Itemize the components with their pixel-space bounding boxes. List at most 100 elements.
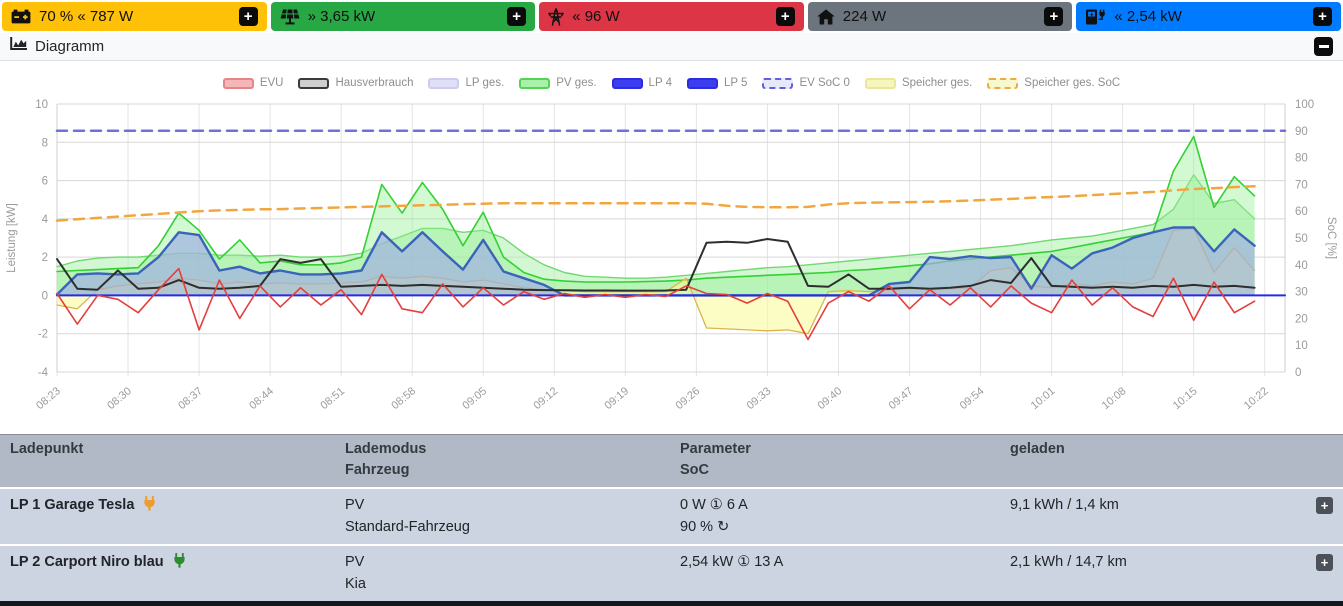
chargepoint-name-cell: LP 2 Carport Niro blau bbox=[0, 551, 335, 595]
chargepoint-table: Ladepunkt LademodusFahrzeug ParameterSoC… bbox=[0, 434, 1343, 606]
status-box-label: « 96 W bbox=[572, 8, 620, 25]
charge-mode: PV bbox=[345, 551, 670, 573]
status-box-pv[interactable]: » 3,65 kW + bbox=[271, 2, 536, 31]
svg-text:4: 4 bbox=[42, 214, 49, 226]
vehicle-name: Standard-Fahrzeug bbox=[345, 516, 670, 538]
svg-text:09:33: 09:33 bbox=[745, 385, 774, 412]
chargepoint-name-cell: LP 1 Garage Tesla bbox=[0, 494, 335, 538]
svg-text:10:22: 10:22 bbox=[1242, 385, 1271, 412]
header-ladepunkt: Ladepunkt bbox=[0, 439, 335, 481]
legend-label: Speicher ges. bbox=[902, 77, 972, 89]
svg-text:60: 60 bbox=[1295, 206, 1308, 218]
soc-refresh-icon[interactable]: ↻ bbox=[717, 519, 729, 535]
legend-item-lp-ges-[interactable]: LP ges. bbox=[428, 77, 504, 89]
status-box-speicher[interactable]: 70 % « 787 W + bbox=[2, 2, 267, 31]
legend-swatch bbox=[223, 78, 254, 89]
collapse-button[interactable] bbox=[1314, 37, 1333, 56]
mode-vehicle-cell: PV Standard-Fahrzeug bbox=[335, 494, 670, 538]
expand-button[interactable]: + bbox=[239, 7, 258, 26]
svg-text:8: 8 bbox=[42, 137, 48, 149]
legend-label: LP 5 bbox=[724, 77, 747, 89]
diagram-title: Diagramm bbox=[35, 38, 104, 55]
svg-text:2: 2 bbox=[42, 252, 48, 264]
charged-value: 2,1 kWh / 14,7 km bbox=[1010, 551, 1316, 573]
svg-text:10: 10 bbox=[1295, 340, 1308, 352]
legend-label: Hausverbrauch bbox=[335, 77, 413, 89]
table-row: LP 2 Carport Niro blau PV Kia 2,54 kW ① … bbox=[0, 546, 1343, 601]
status-box-label: 70 % « 787 W bbox=[39, 8, 133, 25]
svg-text:0: 0 bbox=[42, 290, 48, 302]
parameter-soc-cell: 0 W ① 6 A 90 % ↻ bbox=[670, 494, 1000, 538]
svg-text:90: 90 bbox=[1295, 126, 1308, 138]
parameter-soc-cell: 2,54 kW ① 13 A bbox=[670, 551, 1000, 595]
row-expand-button[interactable]: + bbox=[1316, 554, 1333, 571]
legend-item-pv-ges-[interactable]: PV ges. bbox=[519, 77, 596, 89]
svg-text:08:58: 08:58 bbox=[389, 385, 418, 412]
status-bar: 70 % « 787 W+» 3,65 kW+« 96 W+224 W+« 2,… bbox=[0, 0, 1343, 33]
chargepoint-name: LP 1 Garage Tesla bbox=[10, 497, 134, 513]
table-row: LP 1 Garage Tesla PV Standard-Fahrzeug 0… bbox=[0, 489, 1343, 546]
svg-text:-4: -4 bbox=[38, 367, 49, 379]
solar-panel-icon bbox=[280, 9, 300, 25]
svg-text:09:19: 09:19 bbox=[602, 385, 631, 412]
diagram-chart-area: EVU Hausverbrauch LP ges. PV ges. LP 4 LP 5 EV… bbox=[0, 61, 1343, 431]
svg-text:09:47: 09:47 bbox=[887, 385, 916, 412]
expand-button[interactable]: + bbox=[1313, 7, 1332, 26]
expand-button[interactable]: + bbox=[1044, 7, 1063, 26]
charge-parameter: 2,54 kW ① 13 A bbox=[680, 551, 1000, 573]
legend-label: EVU bbox=[260, 77, 284, 89]
legend-item-speicher-ges-soc[interactable]: Speicher ges. SoC bbox=[987, 77, 1120, 89]
charging-station-icon bbox=[1085, 9, 1106, 25]
power-pylon-icon bbox=[548, 8, 564, 26]
diagram-chart: 1086420-2-41009080706050403020100Leistun… bbox=[0, 61, 1343, 431]
svg-text:SoC [%]: SoC [%] bbox=[1325, 217, 1337, 259]
charge-parameter: 0 W ① 6 A bbox=[680, 494, 1000, 516]
expand-button[interactable]: + bbox=[776, 7, 795, 26]
svg-text:100: 100 bbox=[1295, 99, 1314, 111]
chargepoint-name: LP 2 Carport Niro blau bbox=[10, 554, 164, 570]
mode-vehicle-cell: PV Kia bbox=[335, 551, 670, 595]
legend-swatch bbox=[519, 78, 550, 89]
legend-item-evu[interactable]: EVU bbox=[223, 77, 284, 89]
legend-item-lp-4[interactable]: LP 4 bbox=[612, 77, 672, 89]
legend-label: LP ges. bbox=[465, 77, 504, 89]
svg-text:10:08: 10:08 bbox=[1100, 385, 1129, 412]
svg-text:08:23: 08:23 bbox=[34, 385, 63, 412]
legend-swatch bbox=[612, 78, 643, 89]
legend-swatch bbox=[428, 78, 459, 89]
plug-icon bbox=[143, 496, 156, 511]
status-box-label: « 2,54 kW bbox=[1114, 8, 1182, 25]
svg-text:10:15: 10:15 bbox=[1171, 385, 1200, 412]
legend-item-hausverbrauch[interactable]: Hausverbrauch bbox=[298, 77, 413, 89]
diagram-header: Diagramm bbox=[0, 33, 1343, 61]
chart-icon bbox=[10, 37, 27, 56]
legend-item-lp-5[interactable]: LP 5 bbox=[687, 77, 747, 89]
charged-cell: 2,1 kWh / 14,7 km + bbox=[1000, 551, 1343, 595]
minus-icon bbox=[1319, 45, 1329, 47]
status-box-label: » 3,65 kW bbox=[308, 8, 376, 25]
charged-cell: 9,1 kWh / 1,4 km + bbox=[1000, 494, 1343, 538]
status-box-label: 224 W bbox=[843, 8, 886, 25]
svg-text:10:01: 10:01 bbox=[1029, 385, 1058, 412]
status-box-ladeleistung[interactable]: « 2,54 kW + bbox=[1076, 2, 1341, 31]
svg-text:09:12: 09:12 bbox=[531, 385, 560, 412]
header-lademodus-fahrzeug: LademodusFahrzeug bbox=[335, 439, 670, 481]
status-box-evu[interactable]: « 96 W + bbox=[539, 2, 804, 31]
svg-text:09:54: 09:54 bbox=[958, 385, 987, 412]
svg-text:09:40: 09:40 bbox=[816, 385, 845, 412]
home-icon bbox=[817, 9, 835, 25]
row-expand-button[interactable]: + bbox=[1316, 497, 1333, 514]
svg-text:30: 30 bbox=[1295, 287, 1308, 299]
expand-button[interactable]: + bbox=[507, 7, 526, 26]
svg-text:70: 70 bbox=[1295, 179, 1308, 191]
vehicle-soc: 90 % bbox=[680, 519, 713, 535]
svg-text:09:26: 09:26 bbox=[673, 385, 702, 412]
svg-text:0: 0 bbox=[1295, 367, 1301, 379]
status-box-haus[interactable]: 224 W + bbox=[808, 2, 1073, 31]
svg-text:10: 10 bbox=[35, 99, 48, 111]
legend-item-ev-soc-0[interactable]: EV SoC 0 bbox=[762, 77, 850, 89]
svg-text:6: 6 bbox=[42, 176, 48, 188]
legend-swatch bbox=[987, 78, 1018, 89]
svg-text:Leistung [kW]: Leistung [kW] bbox=[6, 203, 18, 273]
legend-item-speicher-ges-[interactable]: Speicher ges. bbox=[865, 77, 972, 89]
